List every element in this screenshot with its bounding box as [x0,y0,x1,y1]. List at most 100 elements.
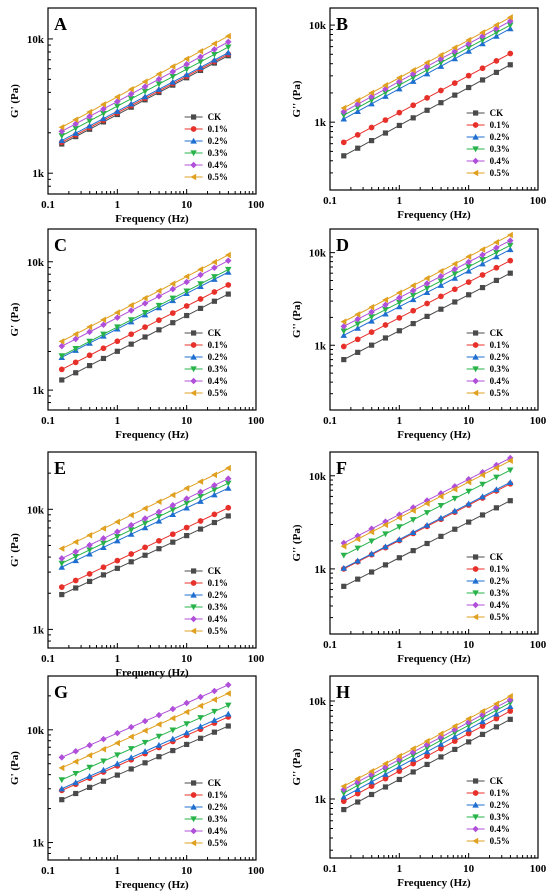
series-0.4% [340,696,514,793]
legend-item: 0.2% [184,136,228,146]
legend-marker [190,353,197,360]
data-point [451,738,458,744]
data-point [100,778,107,784]
data-point [340,318,347,325]
data-point [382,93,389,99]
x-tick-label: 10 [181,199,193,211]
data-point [354,324,361,331]
legend-item: 0.5% [466,388,510,398]
data-point [451,733,459,740]
data-point [169,63,176,70]
data-point [72,125,79,132]
data-point [423,59,430,66]
legend-label: 0.2% [490,132,510,142]
data-point [127,96,135,103]
panel-A: 0.1 1 10 100 1k 10k Frequency (Hz) G' (Pa) A CK 0.… [9,7,265,225]
data-point [465,264,472,271]
x-axis-label: Frequency (Hz) [397,209,471,221]
data-point [452,526,458,532]
data-point [127,733,134,741]
legend-label: 0.4% [490,156,510,166]
data-point [341,357,347,363]
x-tick-label: 1 [397,863,403,875]
data-point [396,524,403,531]
data-point [340,343,347,350]
data-point [451,485,458,493]
data-point [128,551,135,557]
data-point [493,724,500,730]
data-point [141,88,149,95]
data-point [354,775,361,782]
data-point [100,331,107,338]
data-point [451,265,459,273]
data-point [100,564,107,571]
data-point [114,314,121,321]
data-point [479,493,486,500]
y-tick-label: 10k [309,471,327,483]
legend-label: 0.4% [208,376,228,386]
y-tick-label: 10k [27,257,45,269]
data-point [86,363,93,369]
data-point [479,251,486,259]
data-point [100,766,107,773]
legend-item: 0.4% [184,376,228,386]
data-point [451,52,459,59]
data-point [340,323,348,330]
x-tick-label: 100 [248,865,265,877]
legend-marker [191,780,197,786]
x-tick-label: 10 [181,865,193,877]
data-point [423,67,431,74]
panel-label: E [54,458,66,478]
data-point [155,517,163,524]
panel-E: 0.1 1 10 100 1k 10k Frequency (Hz) G' (Pa) E CK 0.… [9,451,265,679]
y-tick-label: 1k [32,385,45,397]
data-point [423,280,431,287]
data-point [72,770,79,777]
series-0.4% [340,17,514,115]
data-point [493,707,500,714]
data-point [465,267,472,274]
x-tick-label: 0.1 [41,865,55,877]
data-point [437,267,444,275]
data-point [507,50,514,57]
data-point [507,716,513,722]
data-point [507,457,513,464]
legend-item: 0.5% [184,388,228,398]
data-point [409,507,416,514]
y-tick-label: 1k [314,794,327,806]
data-point [354,105,361,111]
legend-item: CK [466,328,504,338]
data-point [169,531,176,538]
data-point [141,294,148,302]
data-point [424,753,430,759]
y-axis-label: G' (Pa) [9,533,21,567]
x-tick-label: 0.1 [323,863,337,875]
data-point [396,82,403,89]
data-point [465,45,472,51]
data-point [382,771,389,777]
data-point [437,514,445,521]
data-point [73,585,79,591]
legend-label: CK [490,328,504,338]
series-0.1% [58,282,232,373]
data-point [451,495,459,502]
data-point [59,797,65,803]
x-tick-label: 0.1 [323,639,337,651]
data-point [197,498,204,504]
y-axis-label: G'' (Pa) [291,524,303,561]
data-point [493,29,500,36]
data-point [156,754,162,760]
legend-item: 0.1% [466,788,510,798]
data-point [72,554,79,560]
series-0.4% [340,454,514,547]
data-point [127,302,134,309]
data-point [72,779,79,786]
data-point [100,316,107,323]
data-point [86,122,93,129]
x-tick-label: 1 [115,653,121,665]
data-point [225,282,232,288]
series-0.3% [340,467,514,559]
data-point [396,314,403,321]
legend-label: 0.1% [208,124,228,134]
data-point [423,510,431,516]
